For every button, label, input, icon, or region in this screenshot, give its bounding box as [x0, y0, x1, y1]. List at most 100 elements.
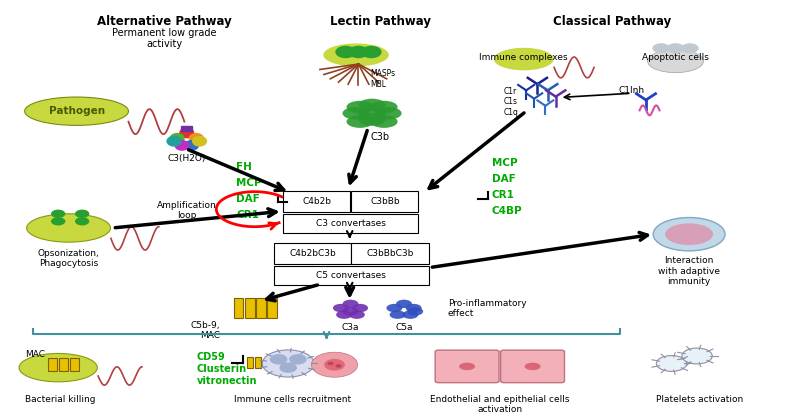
Bar: [181, 126, 192, 131]
Text: C3bBb: C3bBb: [370, 197, 400, 206]
Ellipse shape: [335, 46, 356, 58]
FancyBboxPatch shape: [283, 214, 418, 233]
FancyBboxPatch shape: [70, 359, 79, 371]
Ellipse shape: [289, 354, 306, 365]
Ellipse shape: [352, 304, 368, 312]
Ellipse shape: [170, 133, 185, 144]
Ellipse shape: [494, 48, 554, 70]
Text: Apoptotic cells: Apoptotic cells: [642, 53, 709, 62]
Ellipse shape: [342, 307, 358, 315]
Text: CD59: CD59: [196, 352, 225, 362]
Text: C5b-9,
MAC: C5b-9, MAC: [191, 321, 220, 340]
Text: Bacterial killing: Bacterial killing: [26, 395, 96, 404]
Ellipse shape: [358, 107, 386, 120]
Text: MAC: MAC: [25, 350, 45, 359]
Ellipse shape: [682, 348, 712, 364]
Text: Immune cells recruitment: Immune cells recruitment: [234, 395, 350, 404]
Ellipse shape: [346, 116, 374, 128]
Ellipse shape: [358, 113, 386, 126]
Ellipse shape: [189, 133, 204, 144]
Ellipse shape: [681, 43, 698, 53]
Ellipse shape: [342, 300, 358, 308]
Ellipse shape: [335, 364, 342, 368]
Text: C3bBbC3b: C3bBbC3b: [366, 249, 414, 258]
Ellipse shape: [666, 43, 684, 53]
Ellipse shape: [346, 101, 374, 113]
FancyBboxPatch shape: [274, 243, 351, 264]
Ellipse shape: [311, 352, 358, 377]
Text: C4b2bC3b: C4b2bC3b: [289, 249, 336, 258]
FancyBboxPatch shape: [234, 299, 243, 318]
Text: Clusterin: Clusterin: [196, 364, 246, 374]
Ellipse shape: [407, 307, 423, 315]
Ellipse shape: [459, 362, 475, 370]
Ellipse shape: [270, 354, 287, 365]
Ellipse shape: [333, 304, 349, 312]
Text: MASPs
MBL: MASPs MBL: [370, 69, 395, 89]
FancyBboxPatch shape: [246, 357, 253, 368]
FancyBboxPatch shape: [48, 359, 57, 371]
FancyBboxPatch shape: [267, 299, 277, 318]
Ellipse shape: [327, 362, 334, 365]
Text: C4BP: C4BP: [492, 206, 522, 216]
Text: Interaction
with adaptive
immunity: Interaction with adaptive immunity: [658, 256, 720, 286]
Text: DAF: DAF: [492, 174, 515, 184]
FancyBboxPatch shape: [59, 359, 68, 371]
Text: Lectin Pathway: Lectin Pathway: [330, 15, 430, 28]
Ellipse shape: [184, 140, 199, 151]
Ellipse shape: [374, 107, 402, 120]
Text: vitronectin: vitronectin: [196, 375, 257, 386]
FancyBboxPatch shape: [256, 299, 266, 318]
Text: C3a: C3a: [342, 323, 359, 332]
FancyBboxPatch shape: [245, 299, 254, 318]
Text: C3 convertases: C3 convertases: [316, 219, 386, 228]
Text: C1Inh: C1Inh: [618, 86, 645, 95]
FancyBboxPatch shape: [274, 266, 429, 285]
Ellipse shape: [324, 359, 345, 370]
Ellipse shape: [525, 362, 541, 370]
FancyBboxPatch shape: [283, 191, 350, 212]
Ellipse shape: [336, 310, 352, 319]
Text: Alternative Pathway: Alternative Pathway: [97, 15, 232, 28]
Ellipse shape: [406, 304, 422, 312]
Ellipse shape: [402, 310, 418, 319]
Ellipse shape: [348, 46, 369, 58]
Text: Pro-inflammatory
effect: Pro-inflammatory effect: [448, 299, 526, 318]
Ellipse shape: [358, 99, 386, 111]
Text: C4b2b: C4b2b: [302, 197, 331, 206]
Ellipse shape: [51, 217, 66, 226]
Ellipse shape: [192, 136, 207, 147]
Ellipse shape: [26, 214, 110, 242]
Ellipse shape: [370, 101, 398, 113]
Ellipse shape: [179, 127, 194, 138]
Ellipse shape: [396, 300, 412, 308]
FancyBboxPatch shape: [254, 357, 261, 368]
Text: Platelets activation: Platelets activation: [656, 395, 743, 404]
Ellipse shape: [19, 354, 98, 382]
Text: C5 convertases: C5 convertases: [316, 271, 386, 280]
Text: DAF: DAF: [236, 194, 260, 204]
Ellipse shape: [653, 218, 725, 251]
FancyBboxPatch shape: [435, 350, 499, 383]
FancyBboxPatch shape: [351, 243, 429, 264]
Text: C3(H2O): C3(H2O): [167, 154, 206, 163]
Text: C1r
C1s
C1q: C1r C1s C1q: [504, 87, 518, 116]
Ellipse shape: [262, 350, 314, 377]
FancyBboxPatch shape: [351, 191, 418, 212]
Text: Amplification
loop: Amplification loop: [157, 201, 217, 220]
Ellipse shape: [279, 362, 297, 373]
Ellipse shape: [647, 50, 703, 73]
Ellipse shape: [386, 304, 402, 312]
Ellipse shape: [665, 223, 713, 245]
Ellipse shape: [323, 43, 389, 66]
Ellipse shape: [361, 46, 382, 58]
Text: Opsonization,
Phagocytosis: Opsonization, Phagocytosis: [38, 249, 99, 268]
Text: Classical Pathway: Classical Pathway: [553, 15, 670, 28]
Text: CR1: CR1: [492, 190, 514, 200]
Ellipse shape: [75, 217, 90, 226]
Text: C3b: C3b: [370, 132, 390, 142]
Ellipse shape: [652, 43, 670, 53]
Text: CR1: CR1: [236, 210, 259, 220]
FancyBboxPatch shape: [501, 350, 565, 383]
Ellipse shape: [349, 310, 365, 319]
